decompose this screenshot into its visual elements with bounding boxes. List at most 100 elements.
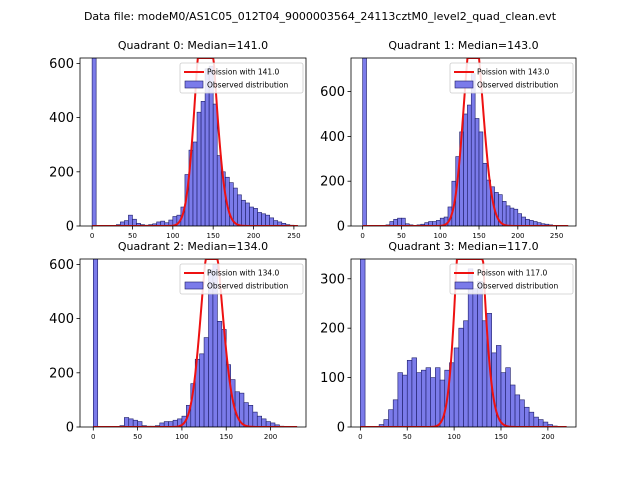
y-tick-label: 300	[320, 272, 345, 287]
legend-bar-swatch	[454, 281, 474, 290]
histogram-bar	[253, 208, 258, 226]
histogram-bar	[519, 399, 525, 427]
legend: Poisson with 117.0 Observed distribution	[449, 263, 574, 295]
histogram-bar	[212, 103, 218, 226]
x-tick-label: 200	[541, 433, 554, 441]
histogram-bar	[192, 141, 198, 226]
histogram-bar	[199, 353, 205, 427]
panel-title: Quadrant 0: Median=141.0	[118, 39, 268, 52]
histogram-bar	[421, 369, 427, 427]
y-tick-label: 600	[320, 85, 345, 100]
plot-content	[92, 259, 298, 427]
legend-box	[179, 263, 304, 295]
histogram-bar	[406, 359, 413, 427]
histogram-bar-zero	[362, 58, 367, 226]
histogram-bar-zero	[91, 58, 97, 226]
histogram-bar	[481, 320, 488, 427]
x-tick-label: 100	[175, 433, 188, 441]
axes-frame	[79, 258, 307, 428]
y-tick-label: 0	[337, 421, 345, 436]
legend-bar-swatch	[184, 281, 204, 290]
panel-title: Quadrant 1: Median=143.0	[388, 39, 538, 52]
histogram-bar	[513, 208, 519, 226]
legend-bar-swatch	[184, 80, 204, 89]
figure-title: Data file: modeM0/AS1C05_012T04_90000035…	[84, 10, 557, 23]
axes-frame	[350, 57, 577, 227]
histogram-bar	[241, 199, 246, 226]
histogram-bar	[463, 320, 469, 427]
histogram-bar	[472, 288, 478, 427]
x-tick-label: 200	[247, 232, 260, 240]
panel-title: Quadrant 3: Median=117.0	[388, 240, 538, 253]
histogram-bar	[538, 419, 544, 427]
histogram-bar	[249, 206, 254, 226]
x-tick-label: 100	[434, 232, 447, 240]
histogram-bar	[525, 218, 530, 226]
histogram-bar	[505, 367, 511, 427]
histogram-bar-zero	[92, 259, 99, 427]
poisson-curve	[92, 58, 298, 226]
x-tick-label: 100	[166, 232, 179, 240]
histogram-bar	[524, 406, 530, 427]
histogram-bar	[514, 394, 521, 427]
x-tick-label: 150	[472, 232, 485, 240]
legend: Poission with 141.0 Observed distribution	[179, 62, 304, 94]
histogram-bar	[533, 416, 539, 427]
histogram-bar	[401, 217, 406, 226]
histogram-bar	[467, 104, 472, 226]
y-tick-label: 0	[66, 421, 74, 436]
panel-title: Quadrant 2: Median=134.0	[118, 240, 268, 253]
legend-box	[179, 62, 304, 94]
histogram-bar	[517, 213, 522, 226]
histogram-bar	[200, 101, 206, 226]
histogram-bar	[474, 118, 480, 226]
x-tick-label: 250	[550, 232, 563, 240]
y-tick-label: 600	[49, 258, 74, 273]
histogram-bar	[411, 357, 417, 427]
histogram-bar	[510, 384, 516, 427]
histogram-bar	[248, 405, 254, 427]
legend-label-poisson: Poission with 134.0	[207, 269, 280, 278]
histogram-bar	[261, 213, 266, 226]
histogram-bar	[383, 419, 389, 427]
histogram-bar	[388, 409, 394, 427]
legend: Poission with 134.0 Observed distribution	[179, 263, 304, 295]
legend-label-observed: Observed distribution	[477, 81, 558, 90]
histogram-bar	[269, 217, 275, 226]
histogram-bar	[505, 205, 511, 226]
x-tick-label: 100	[447, 433, 460, 441]
legend-box	[449, 62, 574, 94]
x-tick-label: 150	[494, 433, 507, 441]
histogram-bar	[217, 321, 223, 427]
histogram-bar	[393, 218, 398, 226]
histogram-bar	[256, 415, 262, 427]
histogram-bar	[458, 327, 464, 427]
histogram-bar-zero	[360, 259, 366, 427]
x-tick-label: 50	[128, 232, 137, 240]
histogram-bar	[132, 218, 137, 226]
histogram-bar	[397, 372, 403, 427]
y-tick-label: 400	[320, 130, 345, 145]
histogram-bar	[453, 347, 460, 427]
histogram-bar	[482, 162, 488, 226]
histogram-bar	[196, 111, 202, 226]
legend-label-poisson: Poission with 141.0	[207, 68, 280, 77]
legend-label-poisson: Poission with 143.0	[477, 68, 550, 77]
histogram-bar	[216, 155, 222, 226]
legend: Poission with 143.0 Observed distribution	[449, 62, 574, 94]
histogram-bar	[509, 207, 515, 226]
histogram-bar	[243, 402, 249, 427]
axes-frame	[79, 57, 307, 227]
histogram-bar	[528, 411, 535, 427]
histogram-bar	[477, 280, 483, 427]
y-tick-label: 0	[66, 220, 74, 235]
histogram-bar	[392, 399, 399, 427]
x-tick-label: 0	[358, 433, 362, 441]
histogram-bar	[430, 377, 436, 427]
y-tick-label: 200	[320, 175, 345, 190]
legend-box	[449, 263, 574, 295]
quadrant-1-panel: 0 50 100 150 200 250 0 200 400 600 Quadrant 1: Med…	[320, 39, 577, 240]
legend-label-observed: Observed distribution	[207, 81, 288, 90]
histogram-bar	[128, 214, 133, 226]
